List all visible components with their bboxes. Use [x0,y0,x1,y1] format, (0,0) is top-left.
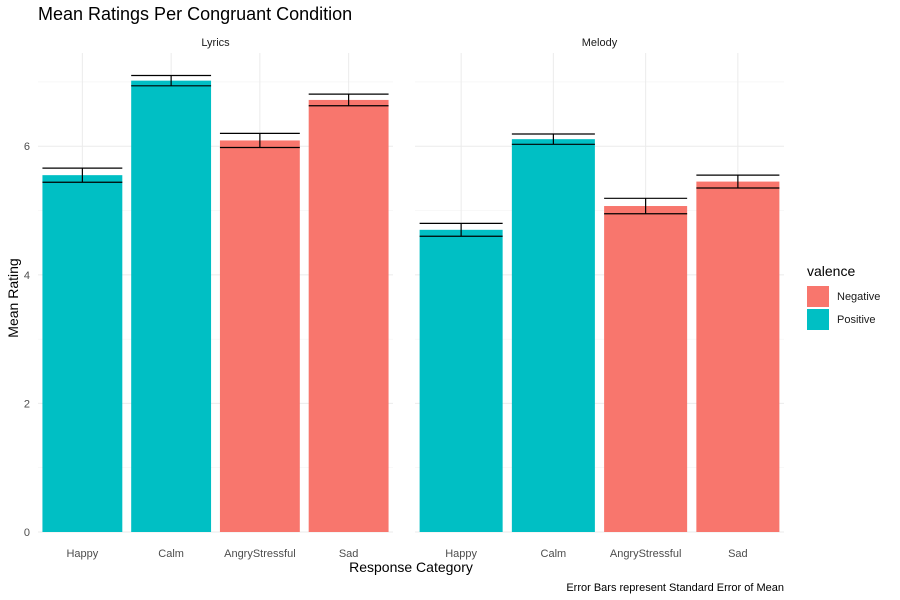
error-bar [42,167,123,183]
legend-title: valence [807,263,855,279]
error-bar [419,222,503,237]
bar-calm [131,80,212,533]
panel-lyrics: Lyrics 0 2 4 6 Happy Calm AngryStressful Sad [24,37,393,560]
legend-item-positive: Positive [807,309,876,330]
y-tick-label: 0 [24,527,30,539]
bar-angrystressful [604,206,688,532]
chart-title: Mean Ratings Per Congruant Condition [38,4,352,24]
legend-label: Positive [837,314,876,326]
legend-swatch [807,309,829,330]
panel-melody: Melody Happy Calm AngryStressful Sad [415,37,784,560]
x-tick-label: Calm [541,548,567,560]
x-tick-label: Happy [445,548,477,560]
x-tick-label: Sad [339,548,359,560]
error-bar [219,132,300,149]
x-tick-label: Sad [728,548,748,560]
legend-items: Negative Positive [807,286,880,330]
chart-caption: Error Bars represent Standard Error of M… [566,582,784,594]
y-tick-label: 4 [24,270,30,282]
error-bar [511,133,595,145]
bar-happy [419,229,503,533]
x-axis-title: Response Category [349,559,473,575]
bar-calm [511,139,595,532]
panel-strip-label: Melody [582,37,618,49]
x-tick-label: Calm [158,548,184,560]
bar-angrystressful [219,140,300,533]
legend-swatch [807,286,829,307]
y-axis-title: Mean Rating [5,258,21,337]
panel-strip-label: Lyrics [201,37,230,49]
error-bar [604,197,688,215]
error-bar [308,93,389,107]
bar-sad [696,181,780,532]
error-bar [696,174,780,189]
y-tick-label: 6 [24,141,30,153]
bar-happy [42,175,123,532]
x-tick-label: AngryStressful [610,548,682,560]
y-tick-label: 2 [24,398,30,410]
x-tick-label: AngryStressful [224,548,296,560]
legend-item-negative: Negative [807,286,880,307]
error-bar [131,74,212,87]
bar-sad [308,99,389,532]
legend: valence Negative Positive [807,263,880,330]
legend-label: Negative [837,291,880,303]
x-tick-label: Happy [66,548,98,560]
